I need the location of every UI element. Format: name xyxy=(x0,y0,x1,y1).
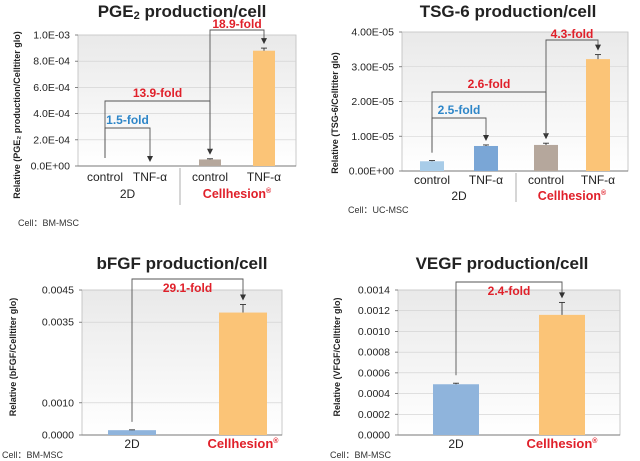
fold-change-label: 4.3-fold xyxy=(551,27,594,41)
cell-note: Cell：BM-MSC xyxy=(2,450,64,460)
bar xyxy=(253,50,275,166)
y-tick-label: 0.0035 xyxy=(42,317,74,329)
y-tick-label: 0.0014 xyxy=(358,285,390,297)
chart-bfgf: bFGF production/cell Relative (bFGF/Cell… xyxy=(0,232,320,461)
y-tick-label: 0.0000 xyxy=(358,430,390,442)
y-tick-label: 2.0E-04 xyxy=(33,134,70,146)
plot-area xyxy=(397,289,621,436)
chart-title: TSG-6 production/cell xyxy=(419,2,597,21)
chart-svg: 0.0000 0.0002 0.0004 0.0006 0.0008 0.0010 0.00… xyxy=(358,281,621,451)
cell-note: Cell：UC-MSC xyxy=(348,205,409,215)
fold-change-label: 18.9-fold xyxy=(212,17,261,31)
y-tick-label: 0.0000 xyxy=(42,430,74,442)
y-tick-label: 1.0E-03 xyxy=(33,30,70,42)
x-category-label: TNF-α xyxy=(247,170,281,184)
group-label: 2D xyxy=(120,187,136,201)
y-tick-label: 0.0002 xyxy=(358,409,390,421)
y-tick-label: 4.00E-05 xyxy=(351,27,394,39)
chart-tsg6: TSG-6 production/cell Relative (TSG-6/Ce… xyxy=(320,0,640,230)
fold-change-label: 2.5-fold xyxy=(438,103,481,117)
chart-title: bFGF production/cell xyxy=(96,254,268,273)
chart-title: PGE2 production/cell xyxy=(97,2,267,22)
fold-arrowhead xyxy=(595,44,601,51)
chart-vegf: VEGF production/cell Relative (VFGF/Cell… xyxy=(320,232,640,461)
bar xyxy=(539,314,585,435)
x-category-label: TNF-α xyxy=(581,173,615,187)
bar xyxy=(108,430,156,435)
y-tick-label: 0.0008 xyxy=(358,347,390,359)
chart-svg: 0.0000 0.0010 0.0035 0.0045 2D Cellhesion® 29.… xyxy=(42,278,283,451)
y-tick-label: 0.0004 xyxy=(358,388,390,400)
fold-arrowhead xyxy=(207,148,213,155)
bar xyxy=(586,59,610,172)
x-category-label: TNF-α xyxy=(469,173,503,187)
bar xyxy=(420,161,444,171)
fold-change-label: 2.4-fold xyxy=(488,284,531,298)
x-category-label: control xyxy=(192,170,228,184)
fold-bracket xyxy=(455,281,563,376)
y-tick-label: 4.0E-04 xyxy=(33,108,70,120)
x-category-label: control xyxy=(414,173,450,187)
y-tick-label: 0.0012 xyxy=(358,305,390,317)
fold-arrowhead xyxy=(543,133,549,140)
fold-bracket xyxy=(131,278,244,422)
chart-svg: 0.00E+00 1.00E-05 2.00E-05 3.00E-05 4.00E-05… xyxy=(349,27,629,203)
bar xyxy=(534,144,558,171)
chart-svg: 0.0E+00 2.0E-04 4.0E-04 6.0E-04 8.0E-04 1.0E-… xyxy=(31,17,297,205)
fold-bracket xyxy=(209,29,265,151)
y-tick-label: 0.0010 xyxy=(358,326,390,338)
bar xyxy=(433,384,479,435)
y-tick-label: 2.00E-05 xyxy=(351,96,394,108)
fold-arrowhead xyxy=(483,134,489,141)
y-tick-label: 0.0045 xyxy=(42,285,74,297)
bar xyxy=(219,312,267,435)
x-category-label: Cellhesion® xyxy=(208,436,280,451)
y-tick-label: 8.0E-04 xyxy=(33,56,70,68)
bar xyxy=(199,159,221,166)
y-tick-label: 1.00E-05 xyxy=(351,131,394,143)
cell-note: Cell：BM-MSC xyxy=(18,218,80,228)
y-tick-label: 0.0010 xyxy=(42,397,74,409)
fold-change-label: 2.6-fold xyxy=(468,77,511,91)
y-tick-label: 6.0E-04 xyxy=(33,82,70,94)
x-category-label: Cellhesion® xyxy=(527,436,599,451)
x-category-label: 2D xyxy=(124,437,140,451)
fold-arrowhead xyxy=(240,294,246,301)
cell-note: Cell：BM-MSC xyxy=(330,450,392,460)
group-label: Cellhesion® xyxy=(203,187,272,201)
chart-title: VEGF production/cell xyxy=(415,254,589,273)
x-category-label: 2D xyxy=(448,437,464,451)
group-label: 2D xyxy=(451,189,467,203)
y-tick-label: 0.0006 xyxy=(358,367,390,379)
y-tick-label: 0.00E+00 xyxy=(349,166,394,178)
x-category-label: control xyxy=(87,170,123,184)
fold-arrowhead xyxy=(261,38,267,45)
fold-change-label: 13.9-fold xyxy=(133,86,182,100)
fold-arrowhead xyxy=(559,292,565,299)
group-label: Cellhesion® xyxy=(538,189,607,203)
x-category-label: control xyxy=(528,173,564,187)
fold-change-label: 29.1-fold xyxy=(163,281,212,295)
y-tick-label: 0.0E+00 xyxy=(31,161,71,173)
fold-bracket xyxy=(545,39,599,136)
y-tick-label: 3.00E-05 xyxy=(351,61,394,73)
x-category-label: TNF-α xyxy=(133,170,167,184)
chart-pge2: PGE2 production/cell Relative (PGE₂ prod… xyxy=(0,0,320,230)
fold-change-label: 1.5-fold xyxy=(106,113,149,127)
bar xyxy=(474,145,498,171)
fold-arrowhead xyxy=(147,156,153,162)
